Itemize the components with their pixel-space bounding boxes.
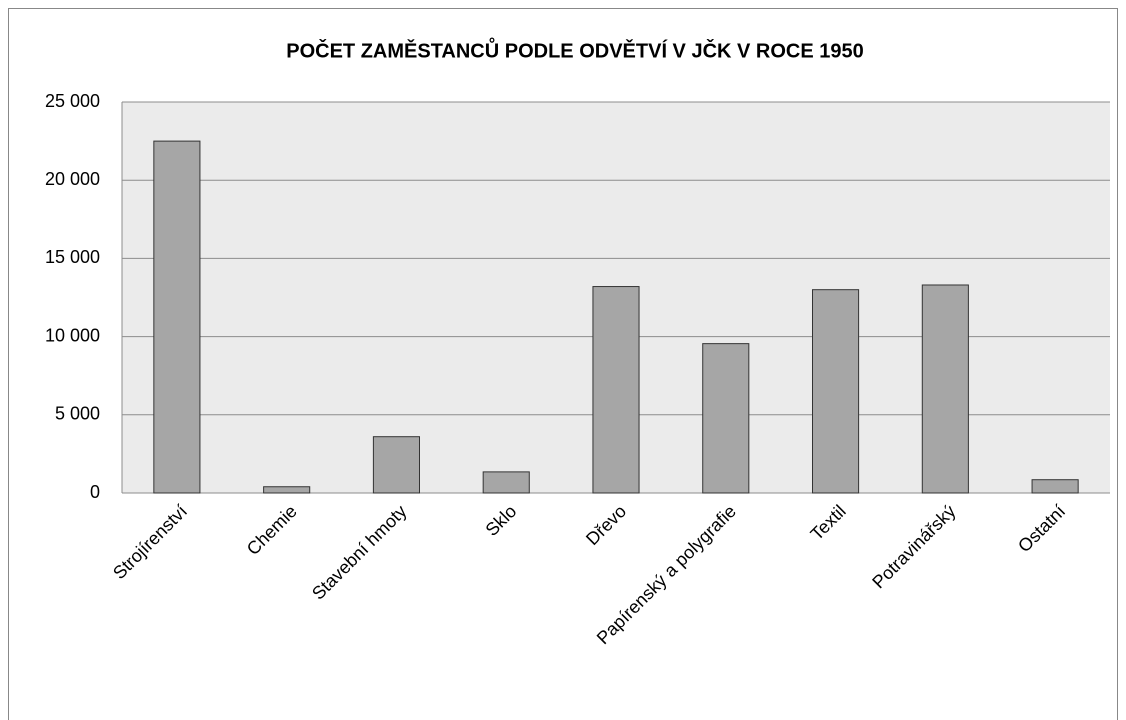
y-tick-label: 25 000 <box>45 91 100 111</box>
bar <box>702 343 750 494</box>
y-tick-label: 5 000 <box>55 404 100 424</box>
chart-title: POČET ZAMĚSTANCŮ PODLE ODVĚTVÍ V JČK V R… <box>286 36 864 62</box>
bar <box>592 286 640 494</box>
bar <box>372 436 420 494</box>
y-tick-label: 15 000 <box>45 247 100 267</box>
y-tick-label: 20 000 <box>45 169 100 189</box>
bar <box>263 486 311 494</box>
bar <box>812 289 860 494</box>
bar <box>1031 479 1079 494</box>
y-tick-label: 0 <box>90 482 100 502</box>
bar <box>153 140 201 494</box>
bar <box>482 471 530 494</box>
y-tick-label: 10 000 <box>45 325 100 345</box>
bar <box>921 284 969 494</box>
